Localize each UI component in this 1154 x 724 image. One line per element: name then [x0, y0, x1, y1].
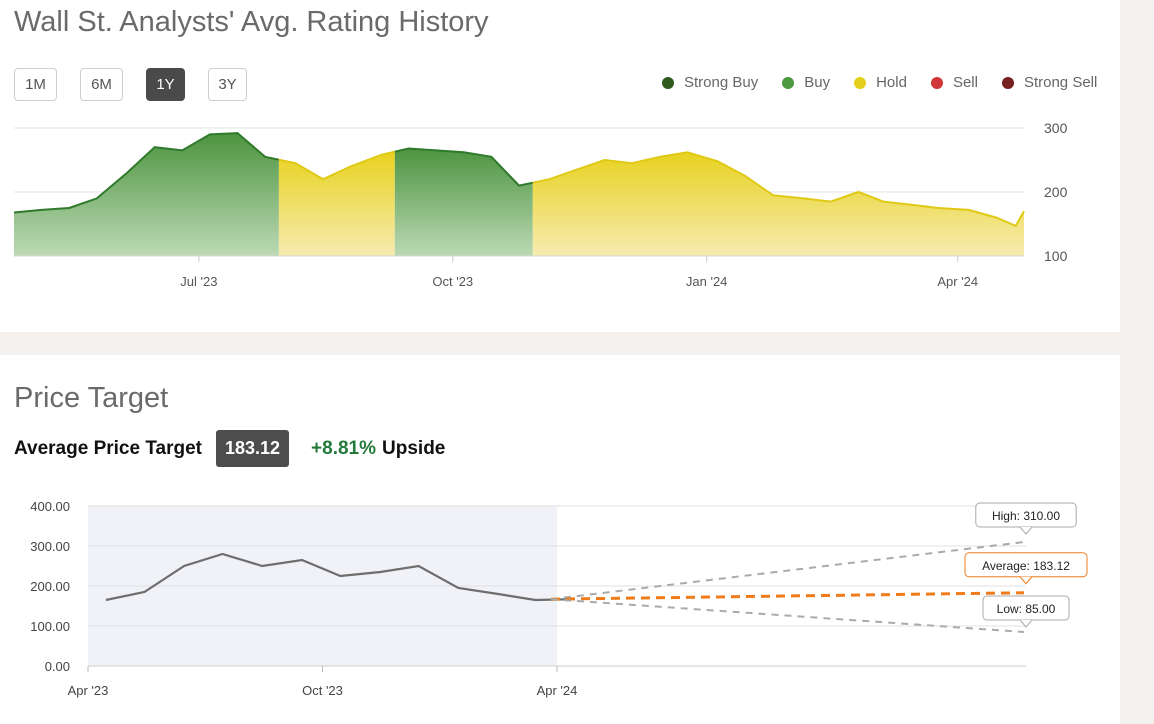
hold-dot-icon — [854, 76, 867, 89]
x-tick-label: Apr '23 — [68, 683, 109, 698]
callout-low: Low: 85.00 — [982, 595, 1070, 628]
legend-label: Buy — [804, 74, 831, 91]
strong-buy-dot-icon — [662, 76, 674, 89]
y-tick-label: 100 — [1044, 248, 1068, 264]
callout-pointer — [1019, 526, 1033, 535]
legend-buy[interactable]: Buy — [782, 74, 830, 91]
y-tick-label: 200 — [1044, 184, 1068, 200]
range-1m-button[interactable]: 1M — [14, 68, 57, 101]
callout-text: High: 310.00 — [992, 509, 1060, 523]
rating-area-buy — [394, 148, 533, 256]
projection-high-line — [550, 541, 1025, 601]
x-tick-label: Jul '23 — [180, 274, 217, 289]
range-1y-button[interactable]: 1Y — [146, 68, 185, 101]
callout-high: High: 310.00 — [975, 502, 1077, 535]
rating-history-title: Wall St. Analysts' Avg. Rating History — [14, 6, 489, 38]
y-tick-label: 100.00 — [30, 619, 70, 634]
callout-pointer — [1019, 619, 1033, 628]
y-tick-label: 300 — [1044, 120, 1068, 136]
legend-sell[interactable]: Sell — [930, 74, 978, 91]
x-tick-label: Oct '23 — [302, 683, 343, 698]
legend-label: Hold — [876, 74, 907, 91]
callout-average: Average: 183.12 — [964, 552, 1088, 585]
projection-average-line — [550, 591, 1025, 601]
callout-text: Low: 85.00 — [997, 602, 1056, 616]
x-tick-label: Jan '24 — [686, 274, 728, 289]
price-history-line — [105, 552, 575, 602]
rating-line-buy — [394, 147, 534, 187]
rating-history-chart: 300 200 100 Jul '23 Oct '23 Jan '24 Apr '24 — [13, 120, 1068, 289]
rating-line-buy — [13, 132, 280, 214]
average-price-target-value: 183.12 — [215, 430, 290, 467]
upside-label: Upside — [382, 437, 446, 459]
y-tick-label: 200.00 — [30, 579, 70, 594]
callout-pointer — [1019, 576, 1033, 585]
rating-line-hold — [278, 150, 396, 181]
y-tick-label: 400.00 — [30, 499, 70, 514]
rating-area-hold — [278, 151, 395, 256]
range-6m-button[interactable]: 6M — [80, 68, 123, 101]
average-price-target-row: Average Price Target 183.12 +8.81% Upsid… — [14, 430, 445, 467]
x-tick-label: Oct '23 — [432, 274, 473, 289]
range-3y-button[interactable]: 3Y — [208, 68, 247, 101]
legend-label: Sell — [952, 74, 978, 91]
rating-area-hold — [532, 152, 1024, 256]
price-target-chart: 400.00 300.00 200.00 100.00 0.00 Apr '23 Oct '… — [30, 499, 1088, 698]
buy-dot-icon — [782, 76, 795, 89]
legend-strong-buy[interactable]: Strong Buy — [662, 74, 758, 91]
rating-line-hold — [532, 151, 1025, 228]
y-tick-label: 0.00 — [45, 659, 70, 674]
x-tick-label: Apr '24 — [937, 274, 978, 289]
legend-label: Strong Sell — [1023, 74, 1098, 91]
legend-label: Strong Buy — [684, 74, 759, 91]
sell-dot-icon — [930, 76, 943, 89]
average-price-target-label: Average Price Target — [14, 437, 202, 459]
rating-legend: Strong Buy Buy Hold Sell Strong Sell — [662, 74, 1097, 91]
price-target-title: Price Target — [14, 382, 169, 414]
projection-low-line — [550, 598, 1025, 633]
legend-hold[interactable]: Hold — [854, 74, 907, 91]
legend-strong-sell[interactable]: Strong Sell — [1001, 74, 1098, 91]
y-tick-label: 300.00 — [30, 539, 70, 554]
x-tick-label: Apr '24 — [537, 683, 578, 698]
rating-area-buy — [14, 133, 279, 256]
callout-text: Average: 183.12 — [982, 559, 1070, 573]
upside-percent: +8.81% — [311, 437, 377, 459]
strong-sell-dot-icon — [1001, 76, 1014, 89]
